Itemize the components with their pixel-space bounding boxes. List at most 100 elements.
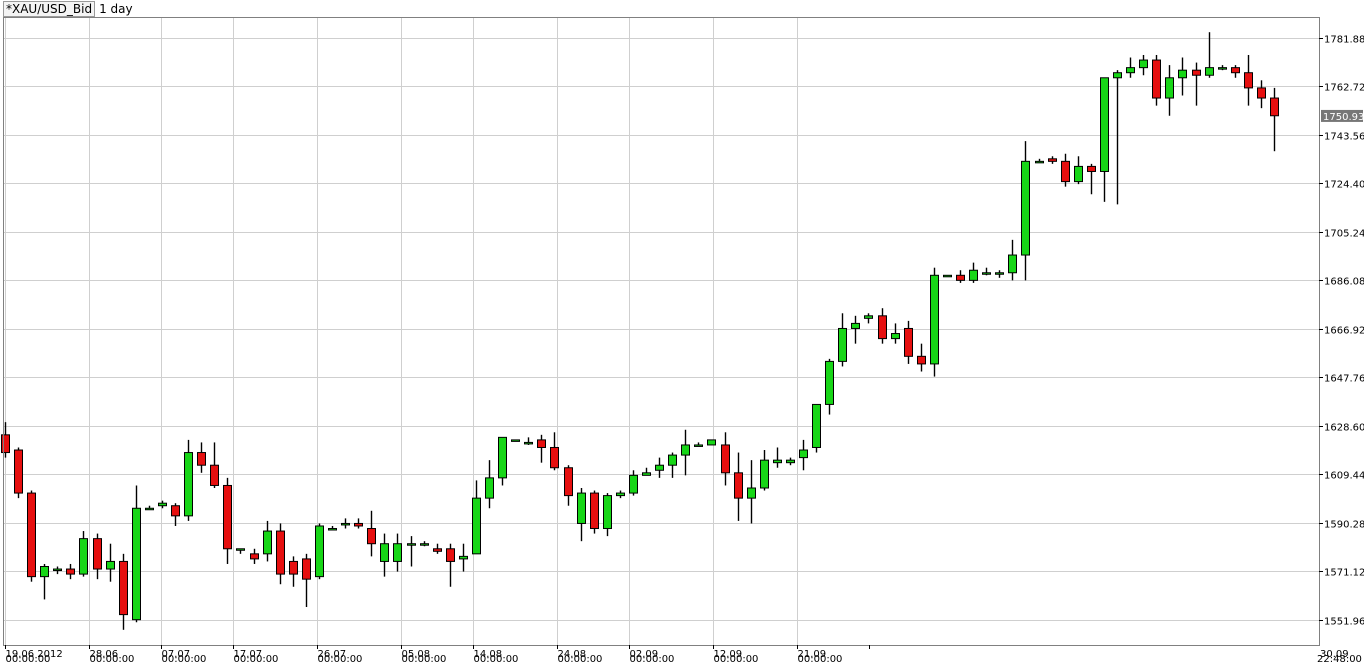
candle-body-up [498, 436, 507, 479]
candle [1244, 54, 1253, 106]
candle-body-up [1165, 77, 1174, 99]
time-tick-date: 17.07 [234, 649, 263, 660]
candle [446, 543, 455, 587]
price-tick-label: 1571.12 [1324, 568, 1364, 579]
candle-body-up [1074, 165, 1083, 183]
grid [3, 17, 1319, 645]
candle-body-up [694, 444, 703, 447]
time-tick-time: 00:00:00 [90, 654, 135, 662]
candle [904, 320, 913, 364]
candle [276, 523, 285, 585]
time-tick-date: 21.09 [798, 649, 827, 660]
candle-body-up [891, 333, 900, 340]
candle [14, 447, 23, 499]
candle-body-down [276, 530, 285, 575]
candle [367, 510, 376, 557]
candle [799, 439, 808, 471]
candle [537, 434, 546, 463]
candle [1087, 163, 1096, 195]
time-tick-date: 05.08 [402, 649, 431, 660]
candle [1165, 65, 1174, 116]
candle-body-up [603, 495, 612, 530]
candle-body-up [184, 452, 193, 517]
candle-body-up [864, 315, 873, 319]
candle [485, 460, 494, 509]
price-tick-label: 1647.76 [1324, 374, 1364, 385]
candle [1113, 70, 1122, 205]
candle-body-up [328, 528, 337, 531]
candle [1192, 62, 1201, 106]
candle [838, 313, 847, 367]
candle-body-down [171, 505, 180, 517]
candle [380, 533, 389, 577]
candle [773, 447, 782, 468]
candle-body-up [773, 459, 782, 464]
candle-body-up [1021, 160, 1030, 256]
candle [354, 518, 363, 529]
candle-body-down [878, 315, 887, 340]
time-tick-date: 12.09 [714, 649, 743, 660]
price-tick-label: 1666.92 [1324, 326, 1364, 337]
candle [498, 436, 507, 486]
time-tick-time: 00:00:00 [630, 654, 675, 662]
candle-body-down [550, 446, 559, 469]
candle-body-up [485, 477, 494, 499]
candle [341, 518, 350, 529]
candle-body-down [289, 560, 298, 575]
time-tick-time: 00:00:00 [402, 654, 447, 662]
price-tick-label: 1551.96 [1324, 617, 1364, 628]
time-tick-time: 00:00:00 [318, 654, 363, 662]
candle [171, 503, 180, 526]
candle [1100, 77, 1109, 202]
candle-body-up [812, 403, 821, 448]
candle [577, 488, 586, 542]
time-tick-time: 00:00:00 [162, 654, 207, 662]
candle-body-down [367, 528, 376, 545]
candle-body-up [747, 487, 756, 499]
candle-body-down [27, 492, 36, 578]
candle-body-down [1061, 160, 1070, 183]
candle [747, 460, 756, 524]
candle-body-up [838, 327, 847, 362]
candle [1021, 141, 1030, 281]
candle-body-up [642, 472, 651, 476]
candle [1178, 57, 1187, 96]
current-price-marker-bg [1321, 109, 1363, 122]
candle [132, 485, 141, 623]
candle [629, 470, 638, 496]
price-tick-label: 1781.88 [1324, 35, 1364, 46]
candle-body-up [1178, 69, 1187, 79]
chart-header: *XAU/USD_Bid 1 day [3, 1, 133, 17]
candle-body-down [1270, 97, 1279, 117]
price-axis[interactable]: 1551.96 1571.12 1590.28 1609.44 1628.60 1647.… [1319, 35, 1364, 628]
candle [393, 533, 402, 572]
candle-body-up [420, 543, 429, 546]
candle-body-down [119, 560, 128, 616]
candle-body-up [158, 502, 167, 507]
candle [511, 439, 520, 442]
candle [119, 553, 128, 630]
candle [1008, 239, 1017, 281]
symbol-label[interactable]: *XAU/USD_Bid [3, 1, 96, 17]
price-tick-label: 1762.72 [1324, 83, 1364, 94]
candle [995, 270, 1004, 278]
candle [917, 343, 926, 372]
candle-body-up [511, 439, 520, 442]
candle-body-down [1152, 59, 1161, 99]
candle [27, 490, 36, 582]
candle [956, 270, 965, 283]
candle-body-up [393, 543, 402, 562]
candle [1218, 65, 1227, 71]
candle-body-up [1008, 254, 1017, 274]
candle [812, 403, 821, 453]
candle [891, 323, 900, 344]
candle-body-down [197, 452, 206, 466]
candle-body-up [1126, 67, 1135, 74]
current-price-marker: 1750.93 [1321, 109, 1364, 123]
plot-frame [3, 17, 1320, 646]
candle [564, 465, 573, 506]
candle-body-down [1257, 87, 1266, 99]
period-label[interactable]: 1 day [99, 2, 133, 16]
